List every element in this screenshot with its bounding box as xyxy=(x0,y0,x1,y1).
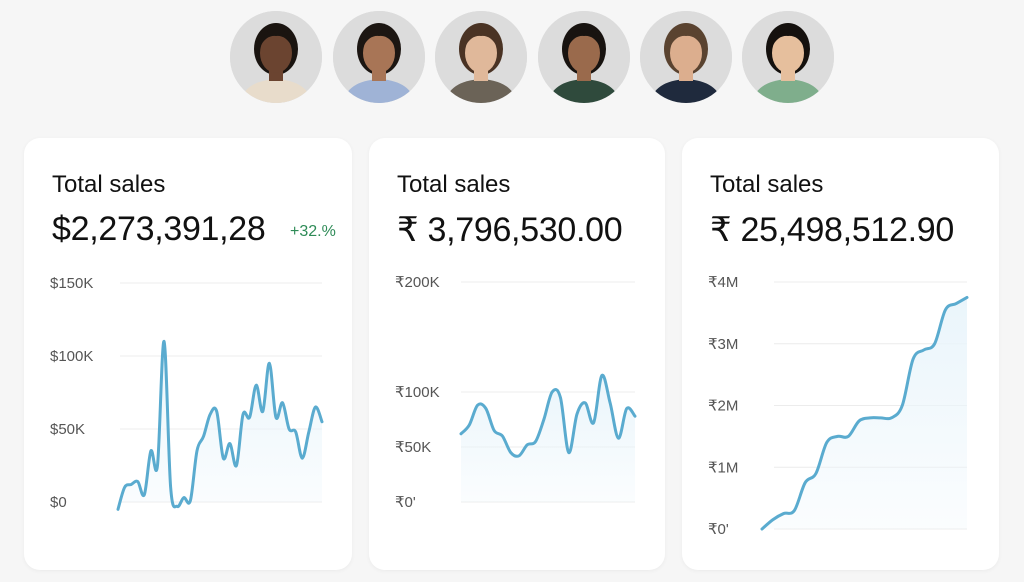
y-tick-label: $150K xyxy=(50,275,93,292)
avatar-portrait-icon xyxy=(333,11,425,103)
total-sales-value: ₹ 3,796,530.00 xyxy=(397,211,623,249)
total-sales-value: ₹ 25,498,512.90 xyxy=(710,211,955,249)
avatar-portrait-icon xyxy=(538,11,630,103)
y-tick-label: ₹100K xyxy=(395,384,440,401)
series-line xyxy=(459,373,637,458)
card-title: Total sales xyxy=(397,171,511,198)
sales-chart-usd: $150K $100K $50K $0 xyxy=(50,275,324,511)
y-tick-label: ₹3M xyxy=(708,336,738,353)
sales-chart-inr-2: ₹4M ₹3M ₹2M ₹1M ₹0' xyxy=(708,274,969,538)
y-tick-label: ₹4M xyxy=(708,274,738,291)
avatar-3[interactable] xyxy=(435,11,527,103)
y-tick-label: ₹1M xyxy=(708,459,738,476)
y-tick-label: $100K xyxy=(50,348,93,365)
card-title: Total sales xyxy=(710,171,824,198)
y-tick-label: ₹0' xyxy=(708,521,729,538)
series-area xyxy=(762,297,967,529)
y-tick-label: ₹0' xyxy=(395,494,416,511)
sales-card-inr-2: Total sales ₹ 25,498,512.90 ₹4M ₹3M ₹2M ₹1M… xyxy=(682,138,999,570)
avatar-6[interactable] xyxy=(742,11,834,103)
y-tick-label: ₹50K xyxy=(395,439,431,456)
sales-chart-inr-1: ₹200K ₹100K ₹50K ₹0' xyxy=(395,274,637,511)
avatar-portrait-icon xyxy=(742,11,834,103)
series-line xyxy=(116,339,324,511)
y-tick-label: $50K xyxy=(50,421,85,438)
series-line xyxy=(760,295,969,531)
y-tick-label: $0 xyxy=(50,494,67,511)
y-tick-label: ₹2M xyxy=(708,398,738,415)
avatar-4[interactable] xyxy=(538,11,630,103)
total-sales-value: $2,273,391,28 xyxy=(52,210,266,248)
sales-card-inr-1: Total sales ₹ 3,796,530.00 ₹200K ₹100K ₹50… xyxy=(369,138,665,570)
avatar-2[interactable] xyxy=(333,11,425,103)
series-area xyxy=(461,375,635,502)
avatar-row xyxy=(230,11,836,103)
sales-card-usd: Total sales $2,273,391,28 +32.% $150K $10… xyxy=(24,138,352,570)
avatar-portrait-icon xyxy=(435,11,527,103)
y-tick-label: ₹200K xyxy=(395,274,440,291)
avatar-5[interactable] xyxy=(640,11,732,103)
avatar-1[interactable] xyxy=(230,11,322,103)
avatar-portrait-icon xyxy=(640,11,732,103)
avatar-portrait-icon xyxy=(230,11,322,103)
card-title: Total sales xyxy=(52,171,166,198)
growth-badge: +32.% xyxy=(290,223,336,240)
